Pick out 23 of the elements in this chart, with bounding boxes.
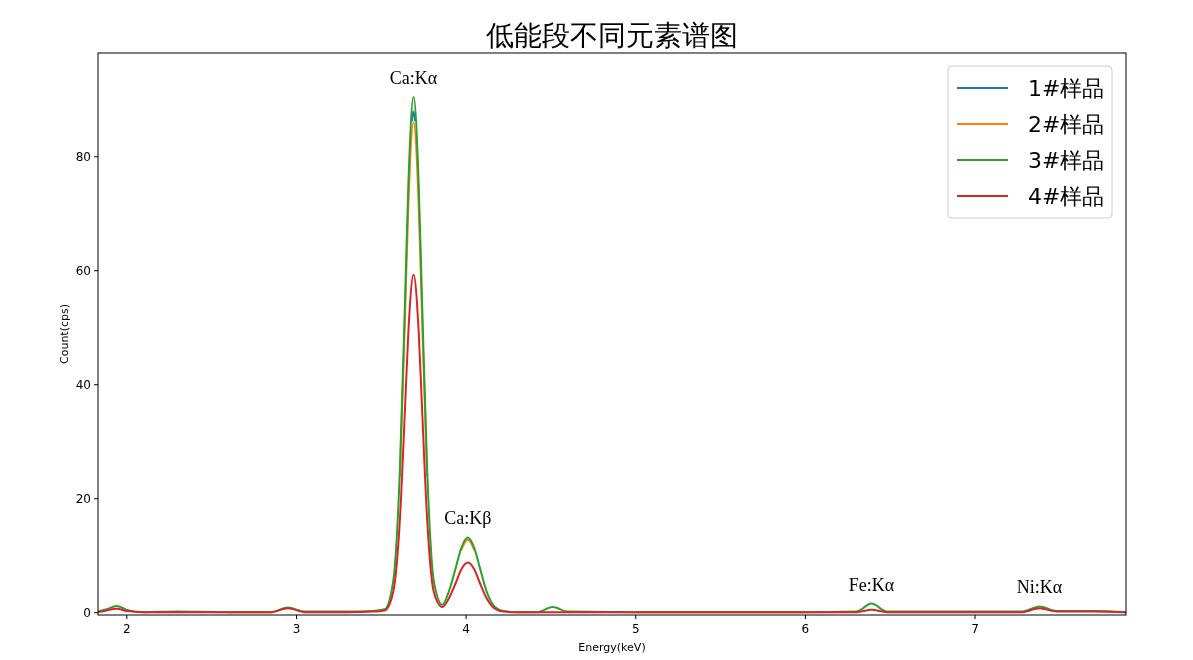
y-tick-label: 60 — [75, 263, 91, 278]
line-series — [98, 273, 1126, 614]
x-tick-label: 2 — [123, 622, 131, 636]
legend-label: 3#样品 — [1028, 147, 1105, 173]
chart-title: 低能段不同元素谱图 — [486, 19, 738, 52]
x-tick-label: 7 — [971, 622, 979, 636]
y-tick-label: 80 — [75, 149, 91, 164]
legend-label: 1#样品 — [1028, 75, 1105, 101]
x-tick-label: 5 — [631, 622, 640, 636]
y-axis-title: Count(cps) — [58, 303, 71, 365]
y-tick-label: 0 — [83, 605, 91, 620]
annotation: Ca:Kβ — [444, 508, 492, 529]
annotation: Ca:Kα — [389, 67, 438, 88]
legend-label: 4#样品 — [1028, 183, 1105, 209]
y-tick-label: 20 — [75, 491, 91, 506]
y-tick-label: 40 — [75, 377, 91, 392]
x-tick-label: 3 — [292, 622, 301, 636]
annotation: Ni:Kα — [1016, 577, 1063, 598]
x-axis-title: Energy(keV) — [578, 641, 646, 654]
x-tick-label: 6 — [801, 622, 810, 636]
x-tick-label: 4 — [462, 622, 470, 636]
annotation: Fe:Kα — [848, 574, 895, 595]
legend-label: 2#样品 — [1028, 111, 1105, 137]
